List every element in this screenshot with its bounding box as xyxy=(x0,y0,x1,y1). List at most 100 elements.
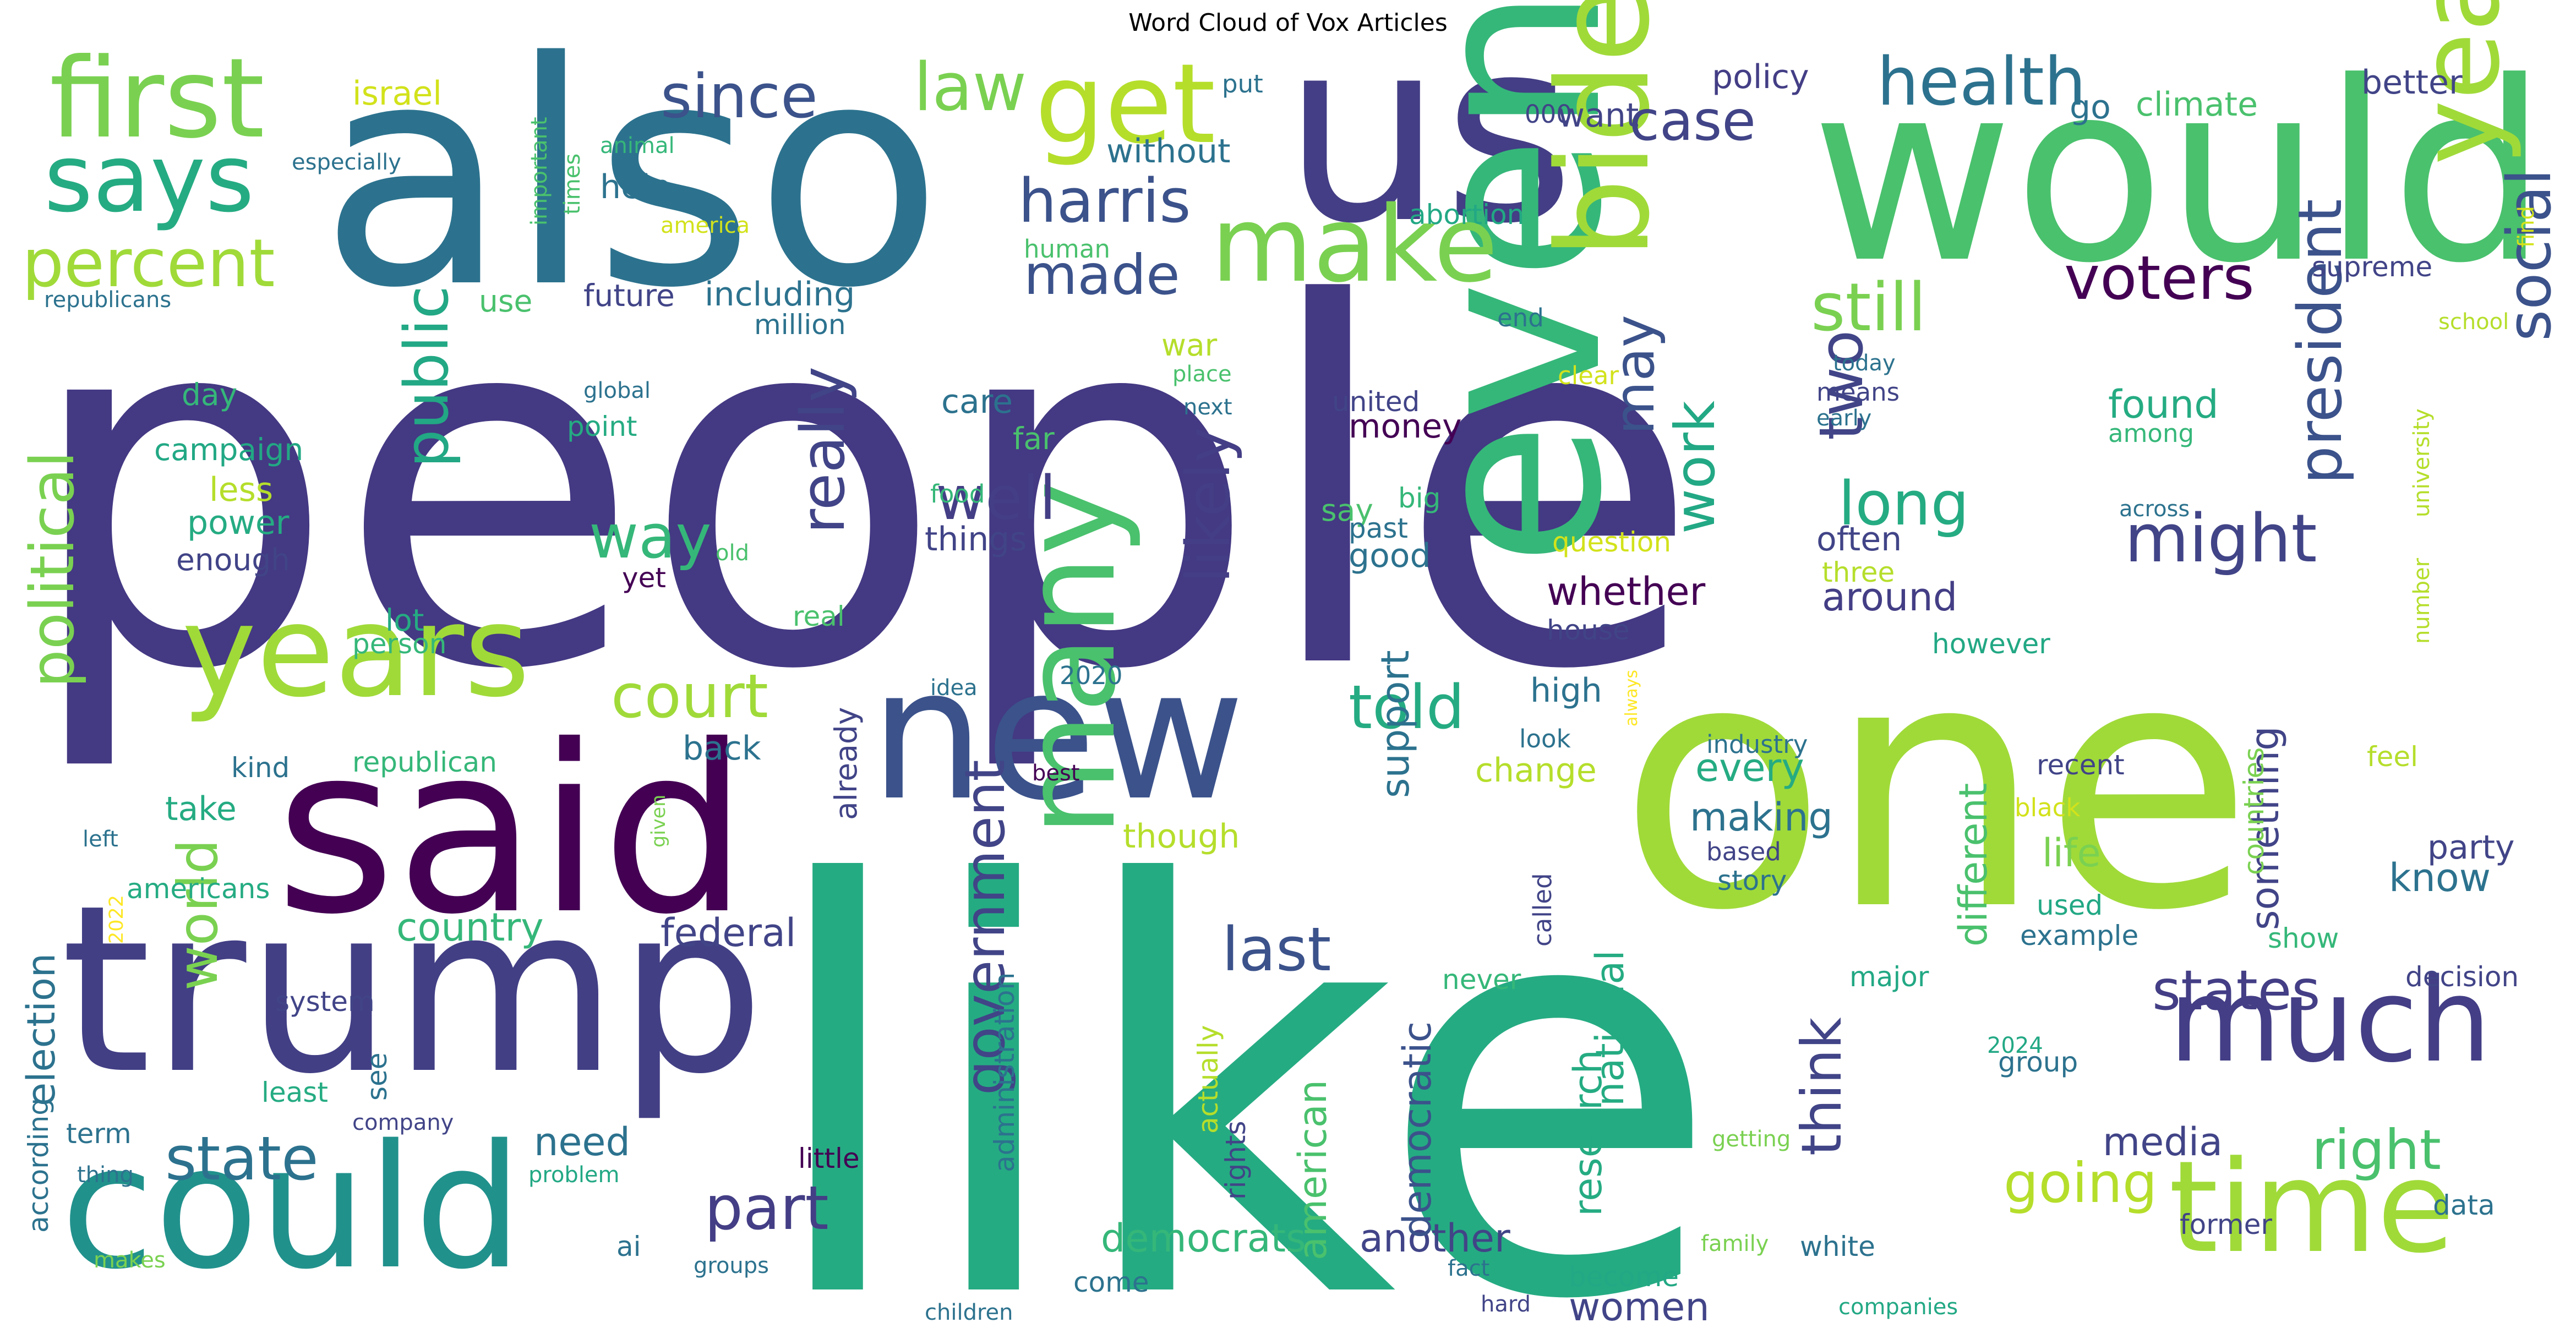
word-2020: 2020 xyxy=(1060,661,1123,690)
word-like: like xyxy=(760,768,1722,1339)
chart-title: Word Cloud of Vox Articles xyxy=(1128,9,1448,37)
word-america: america xyxy=(661,213,750,238)
word-kind: kind xyxy=(231,752,290,784)
word-way: way xyxy=(589,501,712,572)
word-world: world xyxy=(166,839,230,991)
word-country: country xyxy=(396,905,544,950)
word-including: including xyxy=(705,275,855,314)
word-life: life xyxy=(2042,830,2101,876)
word-last: last xyxy=(1222,914,1331,985)
word-care: care xyxy=(941,382,1013,421)
word-told: told xyxy=(1349,672,1465,742)
word-need: need xyxy=(534,1119,630,1165)
word-children: children xyxy=(925,1300,1013,1325)
word-based: based xyxy=(1706,837,1781,866)
word-make: make xyxy=(1211,184,1498,305)
word-people: people xyxy=(22,201,1701,778)
word-recent: recent xyxy=(2037,749,2125,781)
word-supreme: supreme xyxy=(2312,251,2433,283)
word-see: see xyxy=(361,1052,393,1101)
word-said: said xyxy=(275,696,749,965)
word-thing: thing xyxy=(77,1162,134,1188)
word-money: money xyxy=(1349,407,1462,446)
word-going: going xyxy=(2004,1151,2158,1215)
word-early: early xyxy=(1816,406,1872,431)
word-best: best xyxy=(1032,761,1080,786)
word-hard: hard xyxy=(1481,1292,1531,1317)
word-times: times xyxy=(560,153,585,215)
word-feel: feel xyxy=(2367,741,2419,773)
word-another: another xyxy=(1360,1216,1510,1261)
word-better: better xyxy=(2361,63,2463,102)
word-show: show xyxy=(2268,922,2339,954)
word-past: past xyxy=(1349,512,1409,544)
word-media: media xyxy=(2103,1119,2223,1165)
word-2024: 2024 xyxy=(1987,1033,2043,1058)
word-use: use xyxy=(479,283,533,319)
word-decision: decision xyxy=(2405,961,2519,993)
word-human: human xyxy=(1024,234,1110,264)
word-work: work xyxy=(1663,401,1727,534)
word-less: less xyxy=(209,471,274,509)
word-person: person xyxy=(352,628,447,660)
word-white: white xyxy=(1800,1231,1875,1263)
word-industry: industry xyxy=(1706,730,1808,759)
word-public: public xyxy=(391,286,462,468)
word-little: little xyxy=(798,1143,860,1174)
word-want: want xyxy=(1558,96,1639,135)
word-state: state xyxy=(165,1123,319,1194)
word-made: made xyxy=(1024,243,1180,307)
word-three: three xyxy=(1822,556,1895,588)
word-future: future xyxy=(583,278,675,313)
word-become: become xyxy=(1569,1261,1679,1293)
word-every: every xyxy=(1695,745,1804,790)
word-number: number xyxy=(2409,558,2435,644)
word-could: could xyxy=(61,1108,523,1307)
word-united: united xyxy=(1332,386,1420,418)
word-policy: policy xyxy=(1712,58,1809,96)
word-democrats: democrats xyxy=(1101,1216,1306,1261)
word-might: might xyxy=(2125,501,2317,577)
word-think: think xyxy=(1789,1017,1854,1156)
word-yet: yet xyxy=(622,562,666,594)
word-already: already xyxy=(828,707,864,820)
word-group: group xyxy=(1998,1046,2078,1078)
word-often: often xyxy=(1816,520,1902,559)
word-however: however xyxy=(1932,628,2050,660)
word-likely: likely xyxy=(1173,427,1243,583)
word-called: called xyxy=(1528,873,1557,947)
word-case: case xyxy=(1629,89,1756,153)
word-one: one xyxy=(1618,588,2253,985)
word-fact: fact xyxy=(1448,1256,1490,1281)
word-war: war xyxy=(1161,327,1218,363)
word-big: big xyxy=(1398,482,1441,514)
word-party: party xyxy=(2427,828,2515,867)
word-go: go xyxy=(2070,88,2111,127)
word-would: would xyxy=(1811,29,2548,318)
word-national: national xyxy=(1587,950,1633,1106)
word-family: family xyxy=(1701,1231,1769,1256)
word-lot: lot xyxy=(385,603,424,638)
word-republicans: republicans xyxy=(44,287,172,313)
word-black: black xyxy=(2015,793,2081,822)
word-campaign: campaign xyxy=(154,432,304,467)
word-system: system xyxy=(275,986,375,1018)
word-without: without xyxy=(1106,132,1231,171)
word-states: states xyxy=(2152,958,2321,1023)
word-take: take xyxy=(165,790,237,828)
word-000: 000 xyxy=(1525,100,1572,129)
word-far: far xyxy=(1013,421,1055,456)
word-data: data xyxy=(2433,1189,2495,1221)
word-americans: americans xyxy=(127,873,270,905)
word-old: old xyxy=(716,540,749,566)
word-house: house xyxy=(1547,614,1630,646)
word-used: used xyxy=(2037,889,2103,921)
word-left: left xyxy=(83,827,118,852)
word-high: high xyxy=(1530,671,1602,710)
word-especially: especially xyxy=(292,150,401,175)
word-always: always xyxy=(1622,669,1641,726)
word-new: new xyxy=(870,629,1246,840)
word-important: important xyxy=(527,117,552,226)
word-food: food xyxy=(930,479,985,509)
word-groups: groups xyxy=(694,1253,769,1278)
